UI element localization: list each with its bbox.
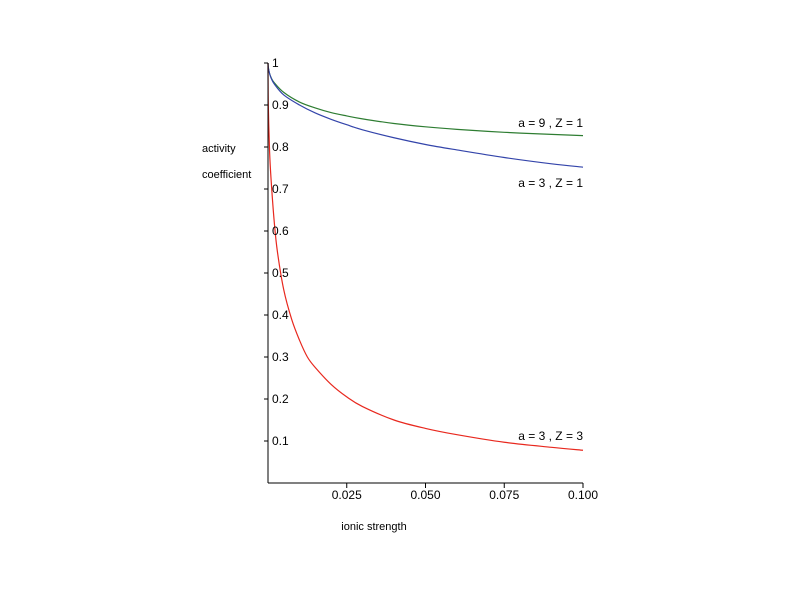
- x-tick-label: 0.025: [332, 488, 362, 502]
- y-axis-title-line: activity: [202, 143, 236, 155]
- y-axis-title-line: coefficient: [202, 169, 251, 181]
- x-tick-label: 0.075: [489, 488, 519, 502]
- y-tick-label: 0.4: [272, 308, 289, 322]
- x-tick-label: 0.100: [568, 488, 598, 502]
- series-label-2: a = 3 , Z = 3: [518, 429, 583, 443]
- y-tick-label: 0.2: [272, 392, 289, 406]
- x-tick-label: 0.050: [410, 488, 440, 502]
- y-tick-label: 0.5: [272, 266, 289, 280]
- series-label-0: a = 9 , Z = 1: [518, 116, 583, 130]
- y-tick-label: 0.9: [272, 98, 289, 112]
- series-line-1: [267, 62, 584, 168]
- y-tick-label: 0.7: [272, 182, 289, 196]
- labels: ionic strength activity coefficient a = 9 ,…: [202, 116, 583, 533]
- series-line-2: [267, 62, 584, 451]
- y-tick-label: 0.6: [272, 224, 289, 238]
- series-label-1: a = 3 , Z = 1: [518, 176, 583, 190]
- y-tick-label: 1: [272, 56, 279, 70]
- y-tick-label: 0.3: [272, 350, 289, 364]
- plot-area: [267, 62, 584, 451]
- x-axis-title: ionic strength: [341, 521, 406, 533]
- y-tick-label: 0.8: [272, 140, 289, 154]
- axes: 0.1 0.2 0.3 0.4 0.5 0.6 0.7 0.8 0.9 1 0.025 0.050 0.…: [264, 56, 598, 502]
- y-tick-label: 0.1: [272, 434, 289, 448]
